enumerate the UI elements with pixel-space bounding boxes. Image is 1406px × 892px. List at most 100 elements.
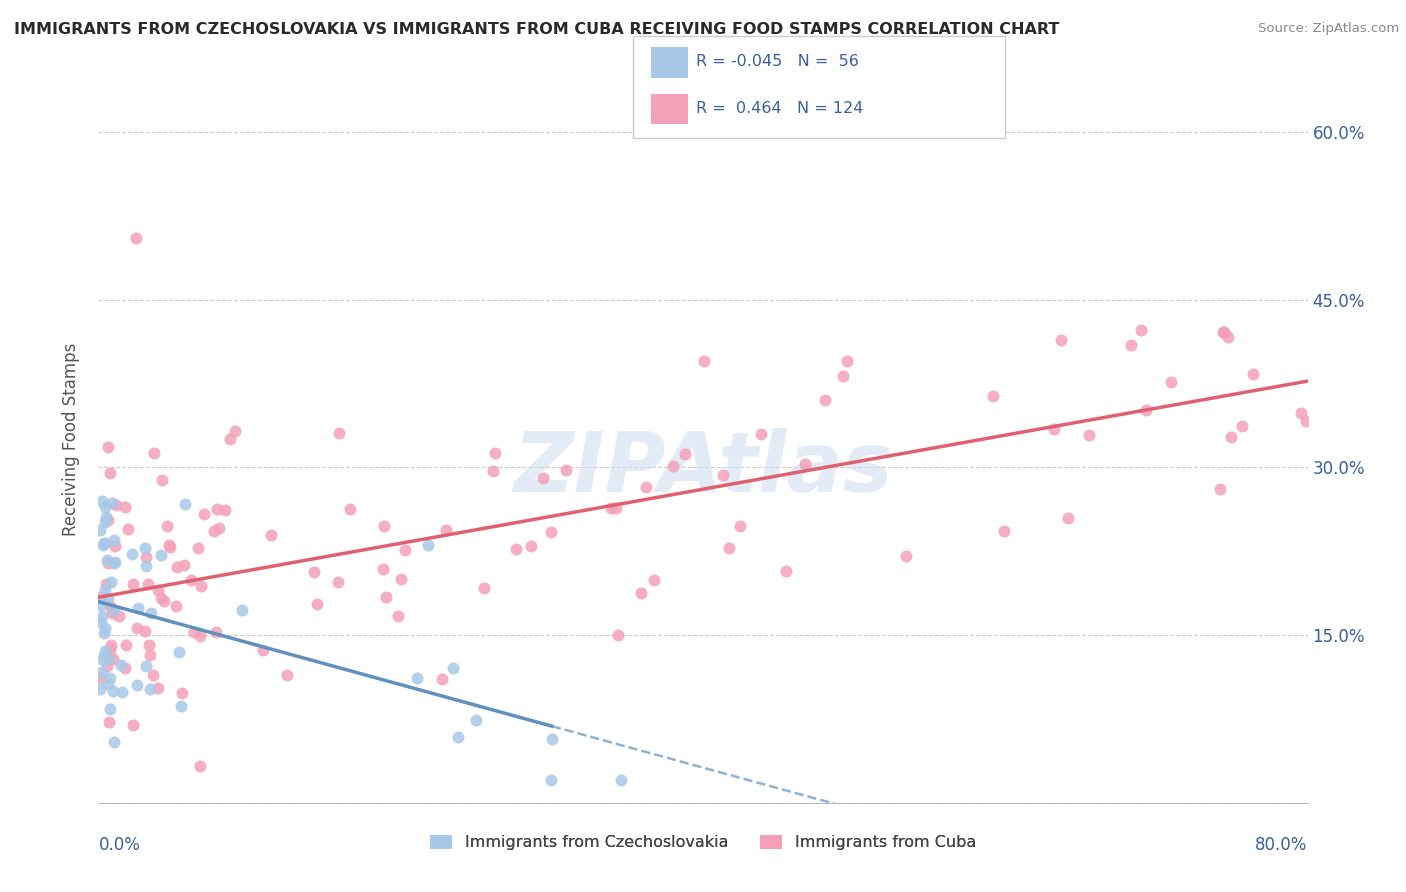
- Point: [159, 540, 181, 554]
- Point: [713, 468, 735, 483]
- Point: [775, 565, 797, 579]
- Point: [115, 638, 138, 652]
- Point: [101, 652, 124, 666]
- Point: [98, 599, 121, 613]
- Point: [117, 522, 139, 536]
- Point: [673, 447, 696, 461]
- Point: [1295, 414, 1317, 428]
- Point: [339, 501, 361, 516]
- Point: [103, 533, 125, 548]
- Point: [97, 652, 120, 666]
- Point: [135, 659, 157, 673]
- Point: [894, 549, 917, 564]
- Point: [540, 525, 562, 540]
- Point: [252, 642, 274, 657]
- Point: [605, 500, 627, 515]
- Point: [101, 496, 124, 510]
- Point: [374, 590, 396, 604]
- Point: [600, 501, 623, 516]
- Point: [1160, 376, 1182, 390]
- Point: [104, 498, 127, 512]
- Point: [90, 493, 112, 508]
- Point: [205, 502, 228, 516]
- Point: [434, 524, 457, 538]
- Point: [94, 582, 117, 597]
- Point: [389, 572, 412, 586]
- Point: [993, 524, 1015, 539]
- Text: IMMIGRANTS FROM CZECHOSLOVAKIA VS IMMIGRANTS FROM CUBA RECEIVING FOOD STAMPS COR: IMMIGRANTS FROM CZECHOSLOVAKIA VS IMMIGR…: [14, 22, 1060, 37]
- Point: [135, 550, 157, 565]
- Point: [127, 678, 149, 692]
- Point: [1043, 422, 1066, 436]
- Point: [1208, 482, 1230, 496]
- Point: [728, 519, 751, 533]
- Point: [394, 542, 416, 557]
- Point: [103, 556, 125, 570]
- Point: [430, 672, 453, 686]
- Point: [134, 541, 156, 556]
- Text: ZIPAtlas: ZIPAtlas: [513, 428, 893, 509]
- Point: [90, 608, 112, 623]
- Point: [387, 608, 409, 623]
- Point: [1057, 510, 1080, 524]
- Text: 80.0%: 80.0%: [1256, 836, 1308, 854]
- Point: [94, 536, 117, 550]
- Point: [100, 466, 122, 480]
- Point: [157, 539, 180, 553]
- Point: [166, 560, 188, 574]
- Point: [93, 515, 115, 529]
- Point: [835, 354, 858, 368]
- Text: R =  0.464   N = 124: R = 0.464 N = 124: [696, 102, 863, 116]
- Point: [1077, 428, 1099, 442]
- Point: [205, 625, 228, 640]
- Point: [89, 671, 111, 685]
- Point: [93, 536, 115, 550]
- Point: [94, 577, 117, 591]
- Point: [96, 510, 118, 524]
- Text: R = -0.045   N =  56: R = -0.045 N = 56: [696, 54, 859, 69]
- Point: [1119, 338, 1142, 352]
- Point: [90, 615, 112, 629]
- Point: [190, 759, 212, 773]
- Y-axis label: Receiving Food Stamps: Receiving Food Stamps: [62, 343, 80, 536]
- Point: [122, 718, 145, 732]
- Point: [170, 686, 193, 700]
- Point: [94, 644, 117, 658]
- Point: [122, 577, 145, 591]
- Point: [814, 393, 837, 408]
- Point: [108, 609, 131, 624]
- Point: [1129, 323, 1152, 337]
- Point: [531, 471, 554, 485]
- Point: [371, 561, 394, 575]
- Point: [91, 537, 114, 551]
- Point: [260, 528, 283, 542]
- Point: [1212, 325, 1234, 339]
- Point: [100, 574, 122, 589]
- Point: [831, 368, 853, 383]
- Point: [630, 585, 652, 599]
- Point: [114, 500, 136, 514]
- Point: [104, 539, 127, 553]
- Point: [135, 559, 157, 574]
- Point: [610, 773, 633, 788]
- Point: [103, 735, 125, 749]
- Point: [749, 427, 772, 442]
- Point: [98, 671, 121, 685]
- Point: [125, 621, 148, 635]
- Point: [143, 445, 166, 459]
- Point: [173, 558, 195, 572]
- Point: [100, 643, 122, 657]
- Point: [104, 555, 127, 569]
- Point: [96, 659, 118, 673]
- Point: [187, 541, 209, 555]
- Point: [540, 732, 562, 747]
- Point: [91, 665, 114, 680]
- Point: [153, 594, 176, 608]
- Point: [173, 497, 195, 511]
- Point: [101, 684, 124, 698]
- Point: [150, 591, 173, 606]
- Point: [97, 591, 120, 605]
- Point: [202, 524, 225, 538]
- Point: [111, 685, 134, 699]
- Point: [1220, 430, 1243, 444]
